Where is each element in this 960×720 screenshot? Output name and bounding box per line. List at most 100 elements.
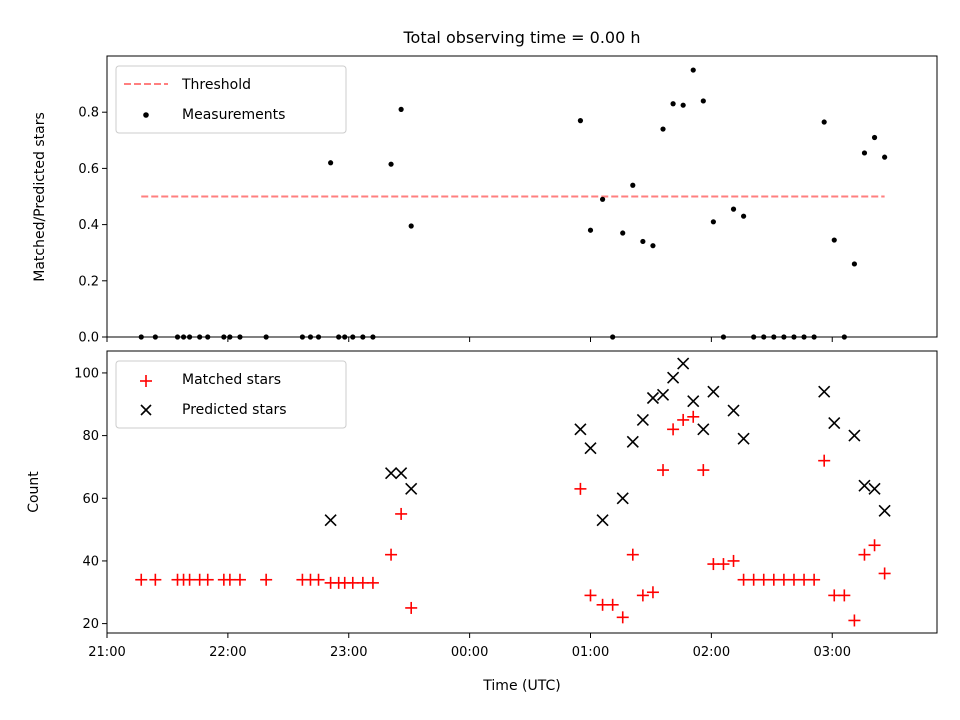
predicted-legend-label: Predicted stars	[182, 402, 287, 418]
matched-stars-point	[747, 573, 760, 586]
ratio-y-tick-label: 0.4	[78, 218, 99, 233]
matched-stars-point	[848, 614, 861, 627]
count-x-tick-label: 22:00	[209, 645, 246, 660]
measurements-point	[630, 182, 636, 188]
ratio-y-tick-label: 0.2	[78, 274, 99, 289]
measurements-legend-label: Measurements	[182, 107, 285, 123]
count-legend-frame	[115, 360, 347, 429]
count-legend: Matched stars Predicted stars	[115, 360, 347, 429]
matched-stars-point	[818, 454, 831, 467]
measurements-point	[620, 230, 626, 236]
count-x-tick-label: 23:00	[330, 645, 367, 660]
ratio-y-tick-label: 0.8	[78, 106, 99, 121]
measurements-point	[680, 102, 686, 108]
matched-stars-point	[657, 464, 670, 477]
predicted-stars-point	[395, 467, 408, 480]
matched-stars-point	[767, 573, 780, 586]
count-y-tick-label: 20	[82, 617, 99, 632]
matched-stars-point	[687, 410, 700, 423]
measurements-point	[328, 160, 334, 166]
predicted-stars-point	[677, 357, 690, 370]
measurements-point	[577, 118, 584, 124]
matched-stars-point	[135, 573, 148, 586]
count-panel: Count Time (UTC) 21:00 22:00 23:00 00:00 01:…	[26, 350, 938, 694]
measurements-point	[821, 119, 827, 125]
x-axis-label: Time (UTC)	[482, 678, 560, 694]
matched-stars-point	[616, 611, 629, 624]
predicted-stars-point	[616, 492, 629, 505]
measurements-point	[599, 196, 606, 202]
predicted-legend-swatch	[140, 404, 152, 416]
measurements-point	[388, 161, 394, 167]
predicted-stars-point	[646, 391, 660, 405]
ratio-plot-area: 0.0 0.2 0.4 0.6 0.8	[78, 67, 888, 346]
matched-stars-point	[395, 507, 408, 520]
count-plot-area: 21:00 22:00 23:00 00:00 01:00 02:00 03:00 20 40 6…	[74, 357, 891, 660]
predicted-stars-point	[574, 423, 587, 436]
predicted-stars-point	[656, 388, 670, 401]
matched-stars-point	[707, 558, 720, 571]
measurements-point	[882, 154, 888, 160]
matched-stars-point	[584, 589, 597, 602]
count-y-tick-label: 100	[74, 366, 99, 381]
matched-stars-point	[646, 586, 659, 599]
matched-stars-point	[727, 554, 740, 567]
matched-stars-point	[201, 573, 214, 586]
matched-stars-point	[260, 573, 273, 586]
matched-stars-point	[878, 567, 891, 580]
matched-stars-point	[787, 573, 800, 586]
measurements-point	[640, 238, 646, 245]
matched-stars-point	[808, 573, 821, 586]
measurements-point	[710, 219, 716, 225]
ratio-legend-frame	[115, 65, 347, 134]
predicted-stars-point	[727, 404, 740, 417]
predicted-stars-point	[858, 479, 871, 492]
count-x-tick-label: 03:00	[814, 645, 851, 660]
predicted-stars-point	[878, 504, 891, 517]
measurements-point	[670, 101, 676, 107]
measurements-point	[741, 213, 747, 219]
matched-stars-point	[574, 482, 587, 495]
predicted-stars-point	[818, 385, 831, 398]
matched-legend-label: Matched stars	[182, 372, 281, 388]
matched-stars-point	[757, 573, 770, 586]
matched-stars-point	[606, 598, 619, 611]
measurements-point	[587, 227, 594, 233]
matched-stars-point	[828, 589, 841, 602]
predicted-stars-point	[405, 482, 418, 495]
matched-stars-point	[777, 573, 790, 586]
matched-stars-point	[346, 576, 359, 589]
predicted-stars-point	[868, 482, 881, 495]
count-x-tick-label: 01:00	[572, 645, 609, 660]
measurements-point	[871, 134, 878, 141]
count-x-tick-label: 02:00	[693, 645, 730, 660]
measurements-point	[408, 223, 414, 229]
matched-stars-point	[596, 598, 609, 611]
chart-title: Total observing time = 0.00 h	[402, 28, 640, 47]
matched-stars-point	[149, 573, 162, 586]
predicted-stars-point	[384, 467, 398, 480]
matched-stars-point	[737, 573, 750, 586]
predicted-stars-point	[596, 514, 609, 527]
measurements-point	[851, 261, 858, 267]
matched-stars-point	[405, 601, 418, 614]
measurements-point	[861, 150, 868, 156]
matched-stars-point	[677, 413, 690, 426]
ratio-panel: Total observing time = 0.00 h Matched/Pr…	[32, 28, 938, 346]
count-x-tick-label: 21:00	[88, 645, 125, 660]
measurements-point	[700, 98, 706, 104]
matched-stars-point	[366, 576, 379, 589]
matched-stars-point	[697, 464, 710, 477]
measurements-point	[398, 106, 404, 112]
matched-stars-point	[798, 573, 811, 586]
predicted-stars-point	[324, 514, 337, 527]
matched-stars-point	[183, 573, 196, 586]
matched-stars-point	[868, 539, 881, 552]
measurements-point	[690, 67, 696, 73]
measurements-point	[730, 206, 737, 212]
measurements-legend-swatch	[143, 112, 149, 118]
matched-stars-point	[223, 573, 236, 586]
predicted-stars-point	[707, 385, 720, 398]
matched-stars-point	[385, 548, 398, 561]
ratio-y-tick-label: 0.6	[78, 162, 99, 177]
